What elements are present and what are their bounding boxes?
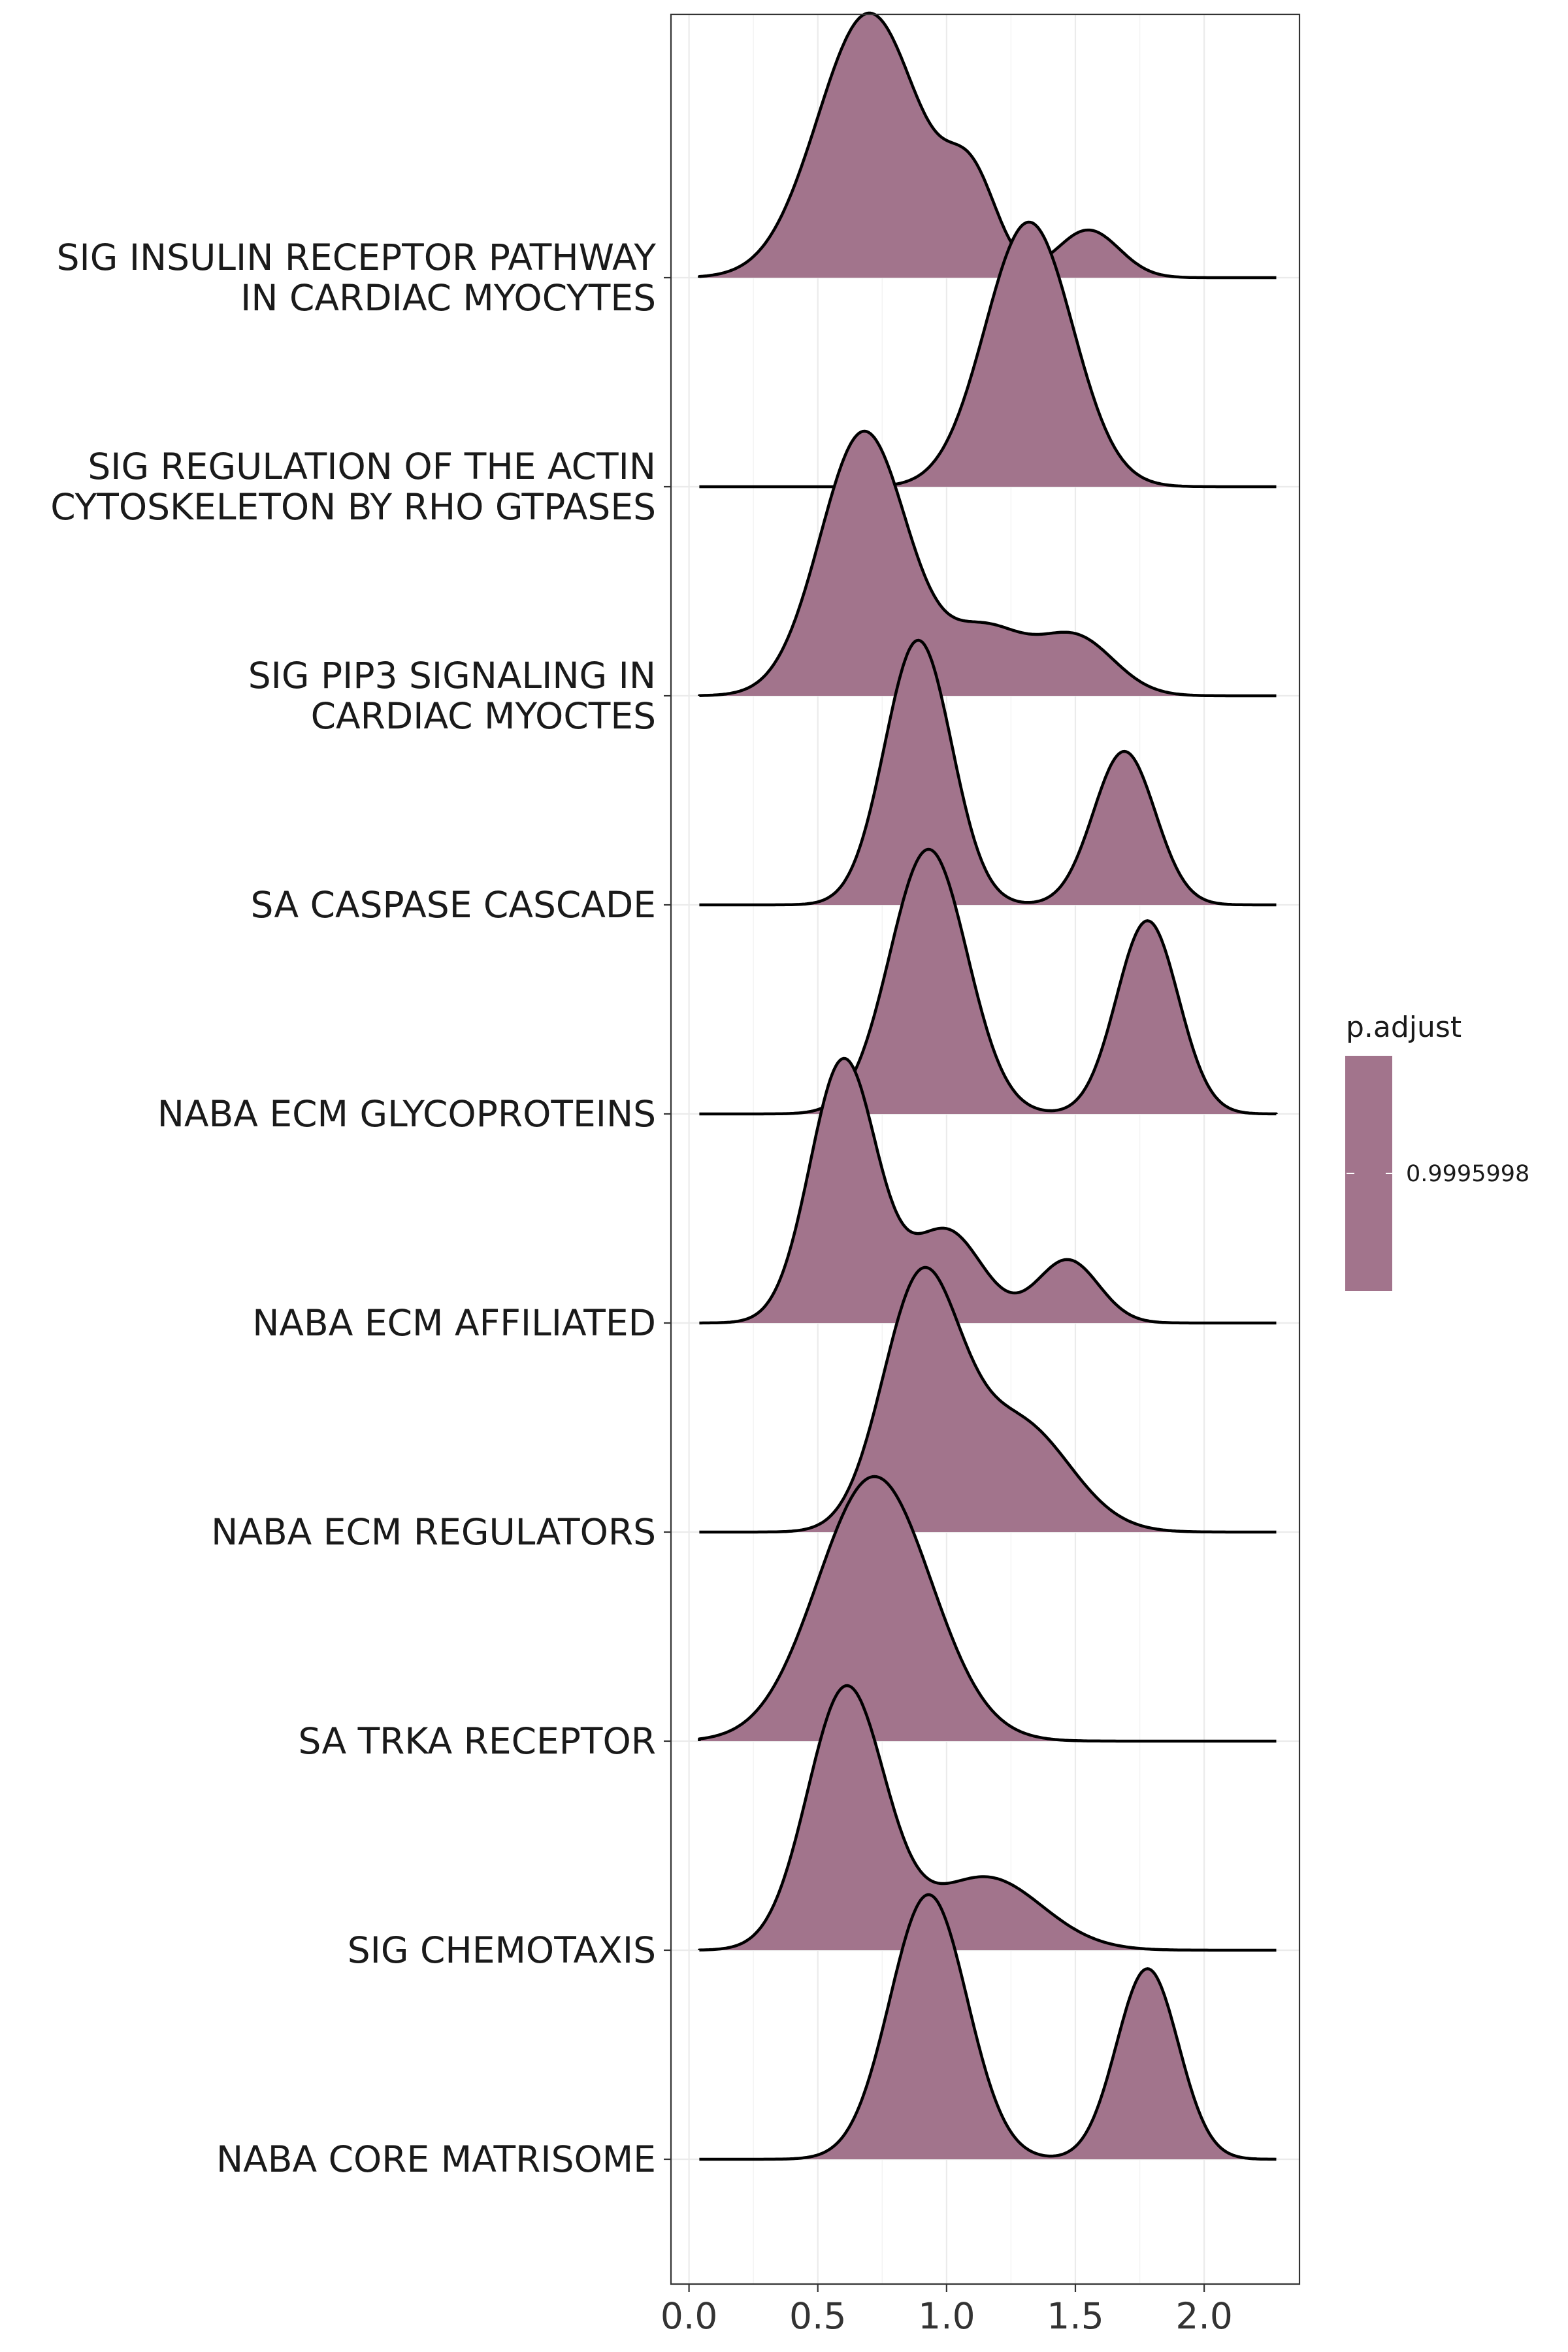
- legend-title: p.adjust: [1346, 1011, 1462, 1044]
- ridge-4: [699, 847, 1278, 1116]
- x-tick-label: 0.0: [661, 2295, 717, 2337]
- legend: p.adjust 0.9995998: [1345, 1011, 1529, 1291]
- ridge-7: [698, 1475, 1277, 1743]
- y-axis-label: NABA ECM GLYCOPROTEINS: [157, 1093, 656, 1135]
- x-tick-label: 2.0: [1175, 2295, 1232, 2337]
- x-tick-label: 1.0: [918, 2295, 975, 2337]
- legend-value-label: 0.9995998: [1406, 1161, 1529, 1187]
- x-axis: 0.0 0.5 1.0 1.5 2.0: [661, 2284, 1233, 2337]
- x-tick-label: 1.5: [1047, 2295, 1103, 2337]
- y-axis-label: NABA ECM AFFILIATED: [252, 1302, 656, 1344]
- ridge-1: [699, 220, 1277, 489]
- y-axis-label: SA CASPASE CASCADE: [251, 884, 656, 926]
- y-axis-label: SIG INSULIN RECEPTOR PATHWAY IN CARDIAC M…: [57, 237, 657, 319]
- y-axis-label: SIG PIP3 SIGNALING IN CARDIAC MYOCTES: [248, 655, 656, 737]
- ridges: [698, 11, 1278, 2161]
- ridge-6: [699, 1266, 1277, 1534]
- ridge-3: [699, 638, 1277, 907]
- x-tick-label: 0.5: [789, 2295, 846, 2337]
- ridge-5: [699, 1056, 1277, 1325]
- y-axis-label: SIG REGULATION OF THE ACTIN CYTOSKELETON …: [50, 446, 656, 528]
- ridge-0: [698, 11, 1277, 280]
- y-axis-label: NABA CORE MATRISOME: [216, 2138, 656, 2180]
- y-axis-label: SIG CHEMOTAXIS: [348, 1929, 656, 1971]
- ridge-8: [698, 1684, 1277, 1952]
- y-axis-label: SA TRKA RECEPTOR: [299, 1720, 656, 1762]
- ridge-9: [699, 1893, 1277, 2161]
- y-axis-labels: SIG INSULIN RECEPTOR PATHWAY IN CARDIAC M…: [50, 237, 671, 2180]
- plot-border: [670, 13, 1301, 2285]
- y-axis-label: NABA ECM REGULATORS: [211, 1511, 656, 1553]
- ridge-2: [698, 429, 1277, 698]
